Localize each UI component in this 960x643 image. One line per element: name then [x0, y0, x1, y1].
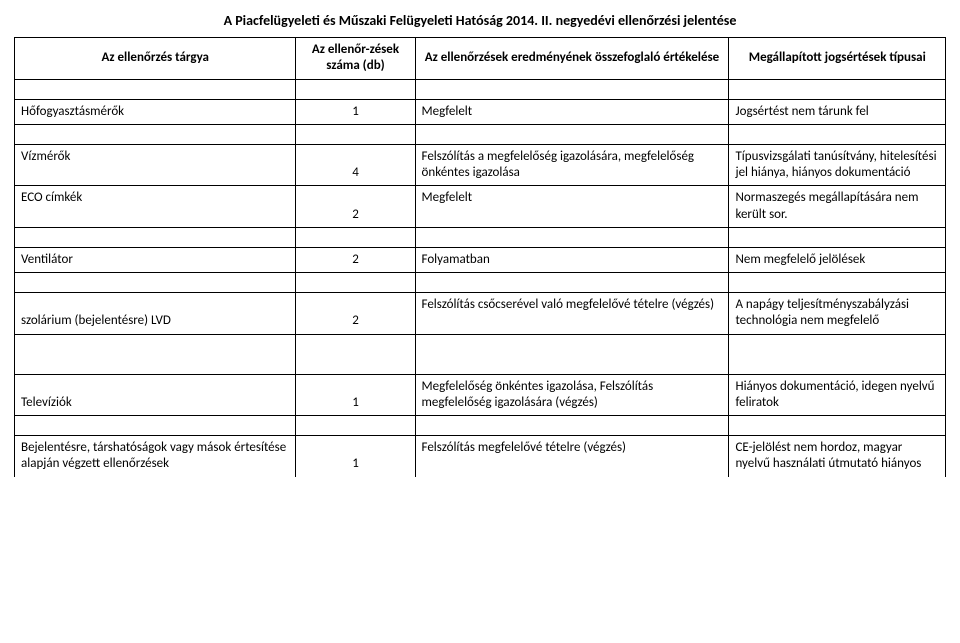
- cell-count: 1: [296, 99, 415, 124]
- spacer-row: [15, 79, 946, 99]
- spacer-row: [15, 273, 946, 293]
- cell-violation: Normaszegés megállapítására nem került s…: [729, 186, 946, 228]
- cell-result: Megfelelt: [415, 186, 729, 228]
- cell-subject: Televíziók: [15, 374, 296, 416]
- table-row: ECO címkék 2 Megfelelt Normaszegés megál…: [15, 186, 946, 228]
- cell-subject: Bejelentésre, társhatóságok vagy mások é…: [15, 436, 296, 477]
- cell-subject: ECO címkék: [15, 186, 296, 228]
- cell-subject: Vízmérők: [15, 144, 296, 186]
- cell-violation: A napágy teljesítményszabályzási technol…: [729, 293, 946, 335]
- table-row: szolárium (bejelentésre) LVD 2 Felszólít…: [15, 293, 946, 335]
- header-count: Az ellenőr-zések száma (db): [296, 38, 415, 80]
- cell-result: Megfelelőség önkéntes igazolása, Felszól…: [415, 374, 729, 416]
- cell-subject: Hőfogyasztásmérők: [15, 99, 296, 124]
- spacer-row: [15, 124, 946, 144]
- cell-violation: CE-jelölést nem hordoz, magyar nyelvű ha…: [729, 436, 946, 477]
- header-result: Az ellenőrzések eredményének összefoglal…: [415, 38, 729, 80]
- spacer-row: [15, 416, 946, 436]
- table-row: Televíziók 1 Megfelelőség önkéntes igazo…: [15, 374, 946, 416]
- cell-count: 2: [296, 186, 415, 228]
- cell-count: 4: [296, 144, 415, 186]
- cell-violation: Típusvizsgálati tanúsítvány, hitelesítés…: [729, 144, 946, 186]
- cell-count: 2: [296, 247, 415, 272]
- cell-count: 1: [296, 374, 415, 416]
- table-header-row: Az ellenőrzés tárgya Az ellenőr-zések sz…: [15, 38, 946, 80]
- spacer-row: [15, 354, 946, 374]
- page-title: A Piacfelügyeleti és Műszaki Felügyeleti…: [14, 12, 946, 29]
- cell-result: Megfelelt: [415, 99, 729, 124]
- report-table: Az ellenőrzés tárgya Az ellenőr-zések sz…: [14, 37, 946, 477]
- table-row: Vízmérők 4 Felszólítás a megfelelőség ig…: [15, 144, 946, 186]
- header-violation: Megállapított jogsértések típusai: [729, 38, 946, 80]
- table-row: Ventilátor 2 Folyamatban Nem megfelelő j…: [15, 247, 946, 272]
- cell-subject: szolárium (bejelentésre) LVD: [15, 293, 296, 335]
- cell-subject: Ventilátor: [15, 247, 296, 272]
- cell-violation: Nem megfelelő jelölések: [729, 247, 946, 272]
- spacer-row: [15, 227, 946, 247]
- header-subject: Az ellenőrzés tárgya: [15, 38, 296, 80]
- cell-result: Felszólítás megfelelővé tételre (végzés): [415, 436, 729, 477]
- table-row: Bejelentésre, társhatóságok vagy mások é…: [15, 436, 946, 477]
- cell-count: 2: [296, 293, 415, 335]
- cell-result: Felszólítás a megfelelőség igazolására, …: [415, 144, 729, 186]
- cell-count: 1: [296, 436, 415, 477]
- cell-violation: Hiányos dokumentáció, idegen nyelvű feli…: [729, 374, 946, 416]
- table-row: Hőfogyasztásmérők 1 Megfelelt Jogsértést…: [15, 99, 946, 124]
- cell-violation: Jogsértést nem tárunk fel: [729, 99, 946, 124]
- cell-result: Felszólítás csőcserével való megfelelővé…: [415, 293, 729, 335]
- cell-result: Folyamatban: [415, 247, 729, 272]
- spacer-row: [15, 334, 946, 354]
